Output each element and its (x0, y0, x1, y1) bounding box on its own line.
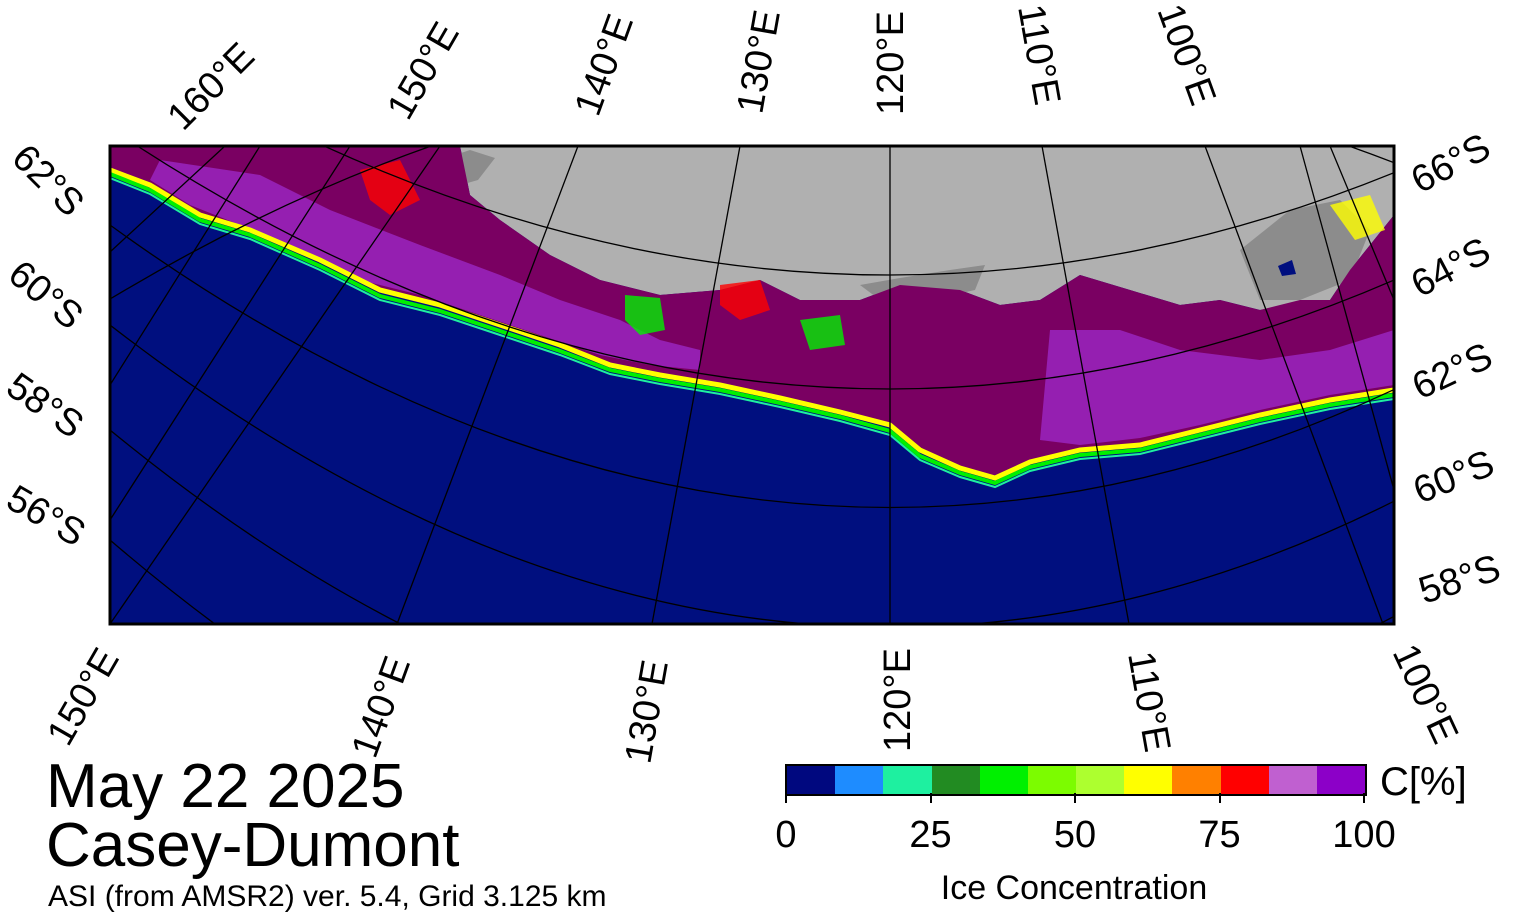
colorbar-segment (979, 766, 1028, 794)
colorbar-tick-label: 100 (1332, 814, 1396, 856)
ice-edge-green (110, 172, 1394, 486)
left-lat-label: 62°S (4, 137, 92, 225)
colorbar-segment (1124, 766, 1173, 794)
colorbar-segment (1316, 766, 1366, 794)
colorbar-segment (1220, 766, 1269, 794)
bottom-lon-label: 120°E (877, 648, 919, 752)
polynya-green-1 (625, 295, 665, 335)
ice-shelf (1240, 200, 1370, 300)
bottom-lon-label: 130°E (618, 657, 677, 767)
bottom-lon-label: 140°E (344, 651, 419, 763)
top-lon-label: 130°E (730, 7, 789, 117)
top-lon-label: 140°E (567, 9, 642, 121)
colorbar-segment (883, 766, 932, 794)
colorbar-segment (787, 766, 836, 794)
meridians (110, 146, 1394, 624)
bottom-lon-label: 150°E (39, 641, 127, 752)
colorbar-segment (1027, 766, 1077, 794)
left-lat-label: 60°S (0, 253, 90, 338)
antarctic-land (460, 146, 1394, 310)
top-lon-label: 100°E (1149, 0, 1224, 111)
right-lat-label: 62°S (1406, 335, 1499, 408)
colorbar-title: Ice Concentration (940, 869, 1208, 907)
top-lon-label: 110°E (1009, 1, 1068, 108)
colorbar-segment (835, 766, 884, 794)
colorbar-tick-label: 75 (1198, 814, 1241, 856)
bottom-lon-label: 100°E (1384, 638, 1466, 750)
right-lat-label: 58°S (1414, 547, 1506, 613)
map-region: Casey-Dumont (46, 811, 460, 880)
colorbar-tick (1363, 793, 1365, 803)
ice-edge-cyan (110, 177, 1394, 489)
colorbar-unit: C[%] (1380, 760, 1467, 804)
colorbar-segment (931, 766, 980, 794)
bottom-lon-label: 110°E (1119, 648, 1178, 755)
map-subtitle: ASI (from AMSR2) ver. 5.4, Grid 3.125 km (48, 880, 607, 913)
colorbar-segment (1172, 766, 1221, 794)
colorbar-tick-label: 0 (775, 814, 797, 856)
polynya-yellow-1 (1330, 195, 1385, 240)
ice-edge-yellow (110, 167, 1394, 481)
left-lat-label: 56°S (0, 477, 92, 555)
colorbar-tick-label: 50 (1053, 814, 1097, 856)
right-lat-label: 66°S (1405, 126, 1498, 202)
colorbar-tick (1074, 793, 1076, 803)
top-lon-label: 120°E (870, 11, 912, 115)
sea-ice-purple (150, 160, 700, 370)
colorbar-tick (1218, 793, 1221, 803)
map-date: May 22 2025 (46, 752, 405, 821)
polynya-blue-1 (1278, 260, 1296, 276)
sea-ice-purple-2 (1040, 330, 1394, 445)
colorbar-tick (785, 793, 787, 803)
colorbar-segment (1076, 766, 1125, 794)
parallels (110, 146, 1394, 624)
colorbar-tick (929, 793, 932, 803)
colorbar-tick-label: 25 (909, 814, 952, 856)
colorbar-segment (1268, 766, 1317, 794)
right-lat-label: 60°S (1408, 442, 1501, 512)
polynya-red-1 (720, 280, 770, 320)
right-lat-label: 64°S (1405, 230, 1498, 306)
map-frame (108, 144, 1396, 626)
top-lon-label: 160°E (160, 35, 263, 138)
polynya-red-2 (360, 160, 420, 215)
polynya-green-2 (800, 315, 845, 350)
left-lat-label: 58°S (0, 365, 91, 447)
colorbar (785, 764, 1367, 796)
top-lon-label: 150°E (379, 15, 467, 126)
